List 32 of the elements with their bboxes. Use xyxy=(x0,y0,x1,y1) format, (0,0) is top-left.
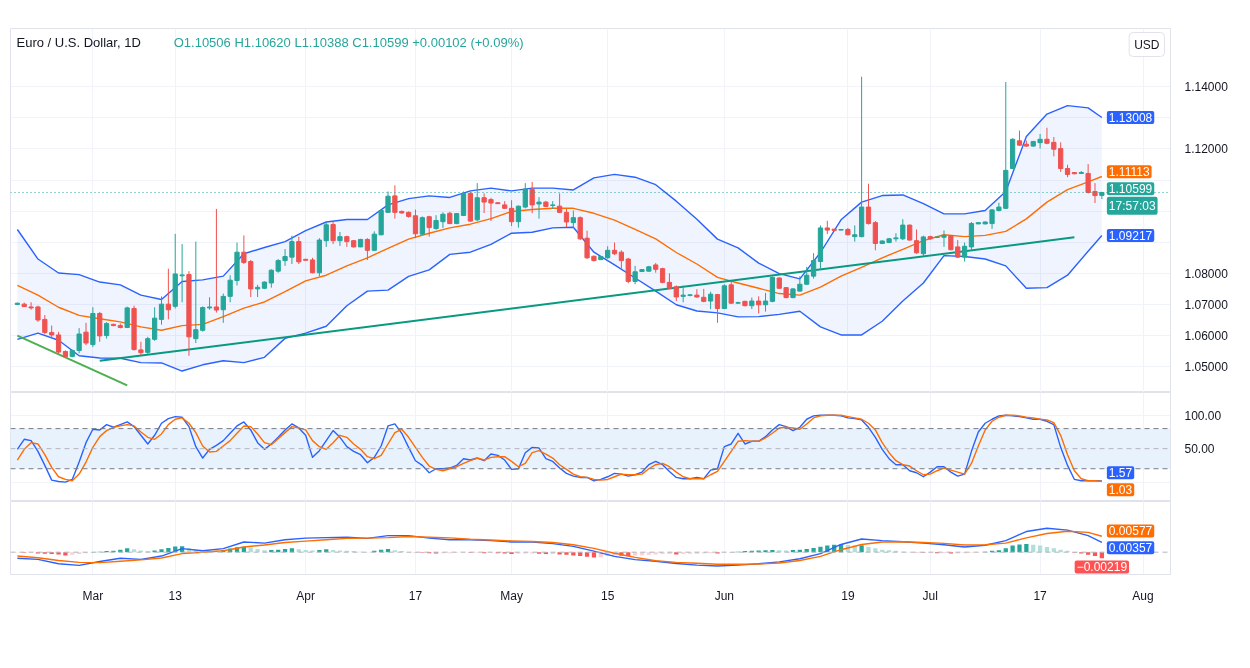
x-tick-label: Apr xyxy=(296,588,315,603)
x-tick-label: 17 xyxy=(408,588,423,603)
x-tick-label: Jul xyxy=(922,588,938,603)
data-label: 0.00357 xyxy=(1108,541,1153,556)
y-tick-label: 1.07000 xyxy=(1184,297,1229,312)
y-tick-label: 1.06000 xyxy=(1184,329,1229,344)
y-axis-title: USD xyxy=(1134,37,1160,52)
x-tick-label: 13 xyxy=(168,588,183,603)
x-tick-label: Jun xyxy=(714,588,735,603)
y-tick-label: 50.00 xyxy=(1184,442,1215,457)
data-label: 0.00577 xyxy=(1108,524,1153,539)
x-tick-label: Aug xyxy=(1132,588,1154,603)
x-tick-label: May xyxy=(500,588,523,603)
x-tick-label: 17 xyxy=(1033,588,1048,603)
y-tick-label: 1.05000 xyxy=(1184,360,1229,375)
x-tick-label: 15 xyxy=(600,588,615,603)
data-label: 1.11113 xyxy=(1108,165,1150,180)
y-tick-label: 1.14000 xyxy=(1184,80,1229,95)
y-tick-label: 100.00 xyxy=(1184,408,1222,423)
x-tick-label: Mar xyxy=(82,588,104,603)
data-label: 1.03 xyxy=(1108,483,1133,498)
y-tick-label: 1.12000 xyxy=(1184,142,1229,157)
x-tick-label: 19 xyxy=(841,588,855,603)
annotation: 17:57:03 xyxy=(1108,198,1156,213)
text: Euro / U.S. Dollar, 1D xyxy=(16,35,141,50)
text: O1.10506 H1.10620 L1.10388 C1.10599 +0.00102 (+0.09%) xyxy=(173,35,524,50)
data-label: −0.00219 xyxy=(1076,560,1128,575)
data-label: 1.13008 xyxy=(1108,111,1153,126)
y-tick-label: 1.08000 xyxy=(1184,266,1229,281)
ref-line-label: 1.10599 xyxy=(1108,182,1153,197)
data-label: 1.57 xyxy=(1108,466,1133,481)
data-label: 1.09217 xyxy=(1108,228,1153,243)
